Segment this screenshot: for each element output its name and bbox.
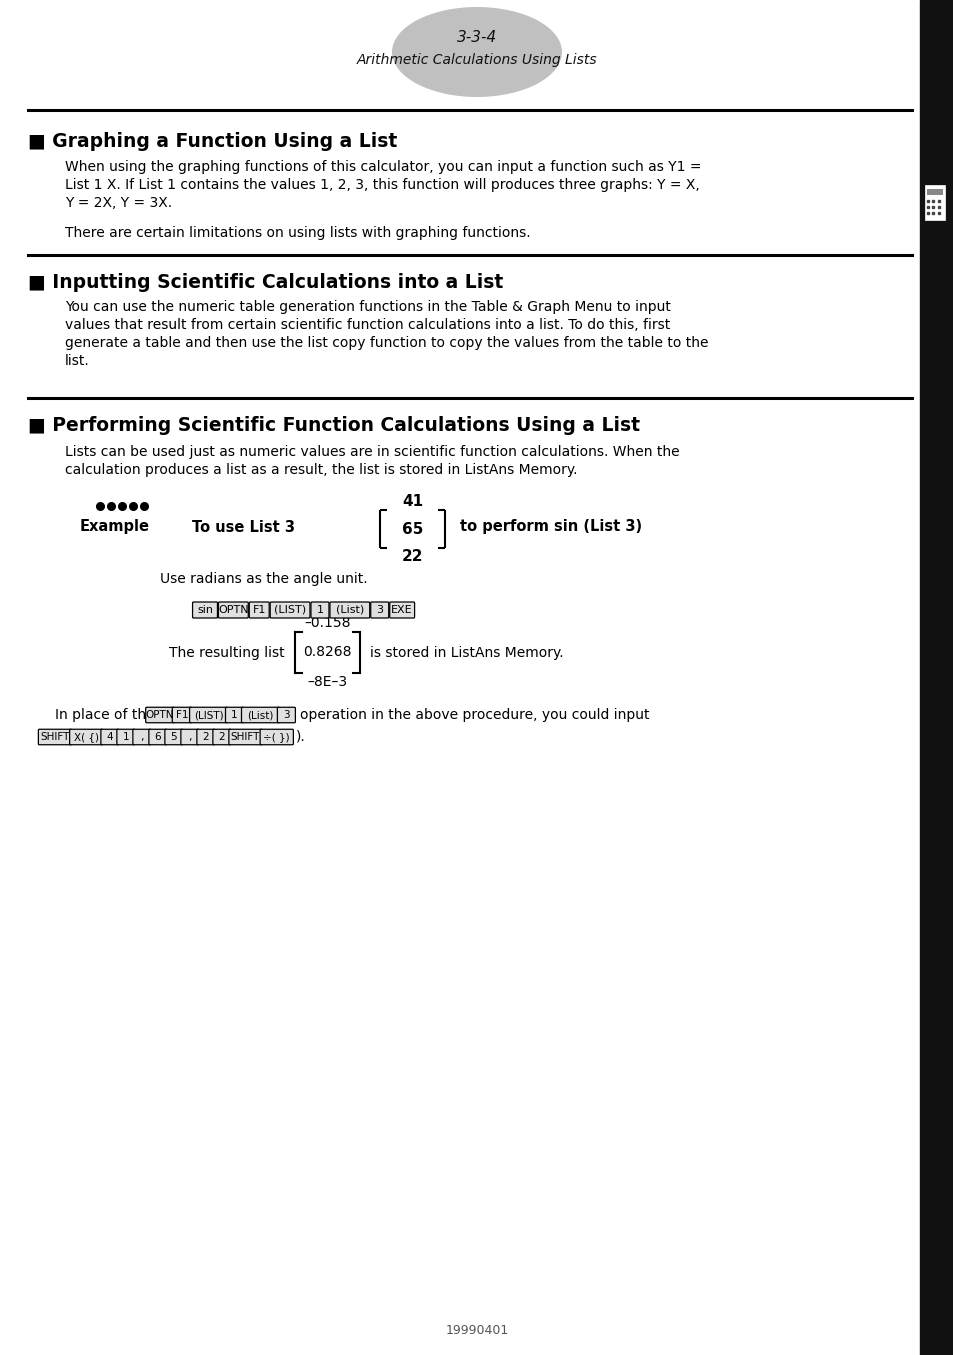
FancyBboxPatch shape <box>165 729 183 745</box>
Text: (LIST): (LIST) <box>193 710 223 720</box>
Text: 0.8268: 0.8268 <box>303 645 352 660</box>
FancyBboxPatch shape <box>149 729 167 745</box>
Text: OPTN: OPTN <box>218 604 249 615</box>
Text: –8E–3: –8E–3 <box>307 675 347 688</box>
FancyBboxPatch shape <box>132 729 151 745</box>
Text: sin: sin <box>196 604 213 615</box>
FancyBboxPatch shape <box>38 729 71 745</box>
FancyBboxPatch shape <box>218 602 248 618</box>
Text: ,: , <box>140 732 143 743</box>
FancyBboxPatch shape <box>311 602 329 618</box>
FancyBboxPatch shape <box>371 602 388 618</box>
FancyBboxPatch shape <box>270 602 310 618</box>
Text: Arithmetic Calculations Using Lists: Arithmetic Calculations Using Lists <box>356 53 597 66</box>
Text: OPTN: OPTN <box>146 710 174 720</box>
FancyBboxPatch shape <box>172 707 192 722</box>
Text: 1: 1 <box>122 732 129 743</box>
Text: 3-3-4: 3-3-4 <box>456 31 497 46</box>
Text: list.: list. <box>65 354 90 369</box>
Text: Example: Example <box>80 519 150 534</box>
FancyBboxPatch shape <box>193 602 217 618</box>
Text: (List): (List) <box>247 710 274 720</box>
Text: ÷( }): ÷( }) <box>263 732 290 743</box>
FancyBboxPatch shape <box>196 729 214 745</box>
Ellipse shape <box>392 7 561 98</box>
Text: 5: 5 <box>171 732 177 743</box>
Text: 41: 41 <box>401 495 422 509</box>
Text: values that result from certain scientific function calculations into a list. To: values that result from certain scientif… <box>65 318 670 332</box>
Text: SHIFT: SHIFT <box>231 732 260 743</box>
Text: 3: 3 <box>283 710 290 720</box>
Text: (LIST): (LIST) <box>274 604 306 615</box>
Text: 4: 4 <box>107 732 113 743</box>
Bar <box>919 0 953 1355</box>
Text: List 1 X. If List 1 contains the values 1, 2, 3, this function will produces thr: List 1 X. If List 1 contains the values … <box>65 178 699 192</box>
Text: In place of the: In place of the <box>55 709 154 722</box>
Bar <box>926 188 942 195</box>
Text: F1: F1 <box>175 710 188 720</box>
Text: generate a table and then use the list copy function to copy the values from the: generate a table and then use the list c… <box>65 336 708 350</box>
Text: is stored in ListAns Memory.: is stored in ListAns Memory. <box>370 645 563 660</box>
Text: Y = 2X, Y = 3X.: Y = 2X, Y = 3X. <box>65 196 172 210</box>
Text: 22: 22 <box>401 549 423 564</box>
FancyBboxPatch shape <box>260 729 294 745</box>
Text: EXE: EXE <box>391 604 413 615</box>
Text: ■ Inputting Scientific Calculations into a List: ■ Inputting Scientific Calculations into… <box>28 272 503 291</box>
FancyBboxPatch shape <box>117 729 134 745</box>
Text: When using the graphing functions of this calculator, you can input a function s: When using the graphing functions of thi… <box>65 160 700 173</box>
Text: operation in the above procedure, you could input: operation in the above procedure, you co… <box>300 709 649 722</box>
Text: calculation produces a list as a result, the list is stored in ListAns Memory.: calculation produces a list as a result,… <box>65 463 577 477</box>
Text: To use List 3: To use List 3 <box>192 519 294 534</box>
FancyBboxPatch shape <box>277 707 295 722</box>
Text: SHIFT: SHIFT <box>40 732 70 743</box>
FancyBboxPatch shape <box>249 602 269 618</box>
Text: Lists can be used just as numeric values are in scientific function calculations: Lists can be used just as numeric values… <box>65 444 679 459</box>
FancyBboxPatch shape <box>229 729 262 745</box>
Text: ■ Graphing a Function Using a List: ■ Graphing a Function Using a List <box>28 131 396 150</box>
FancyBboxPatch shape <box>101 729 119 745</box>
Text: ,: , <box>188 732 192 743</box>
Text: 1: 1 <box>231 710 237 720</box>
Text: to perform sin (List 3): to perform sin (List 3) <box>459 519 641 534</box>
FancyBboxPatch shape <box>70 729 103 745</box>
Text: 1: 1 <box>316 604 323 615</box>
Text: 19990401: 19990401 <box>445 1324 508 1336</box>
Text: 2: 2 <box>202 732 209 743</box>
FancyBboxPatch shape <box>213 729 231 745</box>
Text: 65: 65 <box>401 522 423 537</box>
Text: ■ Performing Scientific Function Calculations Using a List: ■ Performing Scientific Function Calcula… <box>28 416 639 435</box>
Text: Use radians as the angle unit.: Use radians as the angle unit. <box>160 572 367 585</box>
FancyBboxPatch shape <box>181 729 198 745</box>
Text: There are certain limitations on using lists with graphing functions.: There are certain limitations on using l… <box>65 226 530 240</box>
Text: (List): (List) <box>335 604 364 615</box>
Text: X( {): X( {) <box>73 732 99 743</box>
FancyBboxPatch shape <box>390 602 415 618</box>
Text: 2: 2 <box>218 732 225 743</box>
Text: The resulting list: The resulting list <box>170 645 285 660</box>
FancyBboxPatch shape <box>225 707 243 722</box>
FancyBboxPatch shape <box>190 707 227 722</box>
Text: You can use the numeric table generation functions in the Table & Graph Menu to : You can use the numeric table generation… <box>65 299 670 314</box>
Text: ).: ). <box>296 730 306 744</box>
Text: 3: 3 <box>375 604 383 615</box>
Text: –0.158: –0.158 <box>304 617 351 630</box>
FancyBboxPatch shape <box>146 707 174 722</box>
FancyBboxPatch shape <box>330 602 370 618</box>
Text: 6: 6 <box>154 732 161 743</box>
FancyBboxPatch shape <box>241 707 279 722</box>
Text: F1: F1 <box>253 604 266 615</box>
Bar <box>924 186 944 220</box>
